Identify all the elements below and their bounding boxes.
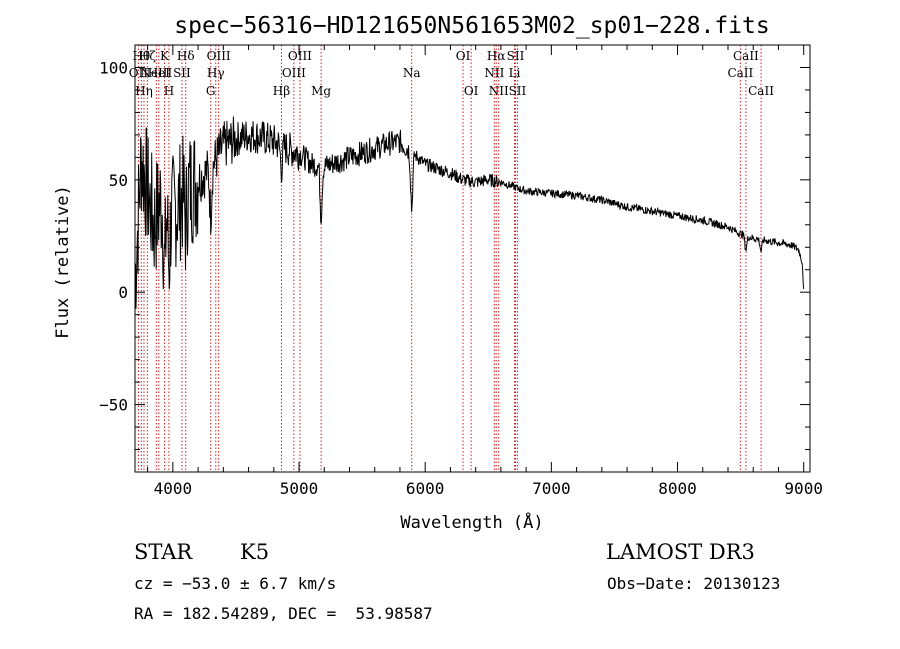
spectral-line-label: OII xyxy=(129,66,149,80)
spectral-line-label: Hδ xyxy=(177,49,195,63)
x-tick-label: 6000 xyxy=(406,479,445,498)
spectral-line-label: OIII xyxy=(207,49,231,63)
spectral-line-label: OI xyxy=(456,49,471,63)
spectral-line-label: Na xyxy=(403,66,421,80)
x-tick-label: 4000 xyxy=(154,479,193,498)
spectral-line-label: Hζ xyxy=(139,49,156,63)
x-tick-label: 5000 xyxy=(280,479,319,498)
survey-name: LAMOST DR3 xyxy=(606,540,755,564)
spectral-line-label: NeIII xyxy=(140,66,172,80)
x-tick-label: 8000 xyxy=(658,479,697,498)
redshift-value: cz = −53.0 ± 6.7 km/s xyxy=(134,574,337,593)
object-class: STAR xyxy=(134,540,193,564)
emission-line-markers xyxy=(137,45,762,472)
spectral-line-label: CaII xyxy=(733,49,759,63)
spectral-line-label: SII xyxy=(507,49,525,63)
spectral-line-label: Hα xyxy=(487,49,506,63)
spectral-line-label: Hθ xyxy=(132,49,150,63)
x-tick-label: 9000 xyxy=(784,479,823,498)
spectral-line-label: K xyxy=(160,49,170,63)
spectral-line-label: OIII xyxy=(282,66,306,80)
spectral-line-label: SII xyxy=(509,84,527,98)
spectral-line-label: Hγ xyxy=(207,66,225,80)
spectral-line-label: H xyxy=(164,84,174,98)
spectral-line-label: CaII xyxy=(727,66,753,80)
object-subclass: K5 xyxy=(240,540,270,564)
spectral-line-label: Li xyxy=(509,66,521,80)
axis-ticks: 4000 5000 6000 7000 8000 9000 −50 0 50 100 xyxy=(99,44,823,498)
spectral-line-label: CaII xyxy=(748,84,774,98)
spectrum-trace xyxy=(134,116,805,309)
y-tick-label: −50 xyxy=(99,396,128,415)
spectrum-chart: spec−56316−HD121650N561653M02_sp01−228.f… xyxy=(53,13,823,533)
chart-title: spec−56316−HD121650N561653M02_sp01−228.f… xyxy=(174,13,769,39)
spectral-line-label: Hη xyxy=(135,84,153,98)
plot-frame xyxy=(134,44,811,473)
sky-coordinates: RA = 182.54289, DEC = 53.98587 xyxy=(134,604,433,623)
spectral-line-label: Mg xyxy=(311,84,331,98)
spectral-line-label: G xyxy=(206,84,216,98)
x-axis-label: Wavelength (Å) xyxy=(400,511,543,533)
spectral-line-label: HeI xyxy=(148,66,171,80)
spectral-line-label: NII xyxy=(489,84,509,98)
y-axis-label: Flux (relative) xyxy=(53,185,73,339)
y-tick-label: 100 xyxy=(99,58,128,77)
spectral-line-label: NII xyxy=(484,66,504,80)
observation-date: Obs−Date: 20130123 xyxy=(607,574,781,593)
y-tick-label: 50 xyxy=(109,171,128,190)
spectrum-flux-line xyxy=(134,116,805,309)
spectral-line-label: OIII xyxy=(288,49,312,63)
y-tick-label: 0 xyxy=(118,283,128,302)
plot-axes xyxy=(134,44,811,473)
spectral-line-label: OI xyxy=(464,84,479,98)
x-tick-label: 7000 xyxy=(532,479,571,498)
spectral-line-label: SII xyxy=(173,66,191,80)
spectral-line-label: Hβ xyxy=(273,84,290,98)
